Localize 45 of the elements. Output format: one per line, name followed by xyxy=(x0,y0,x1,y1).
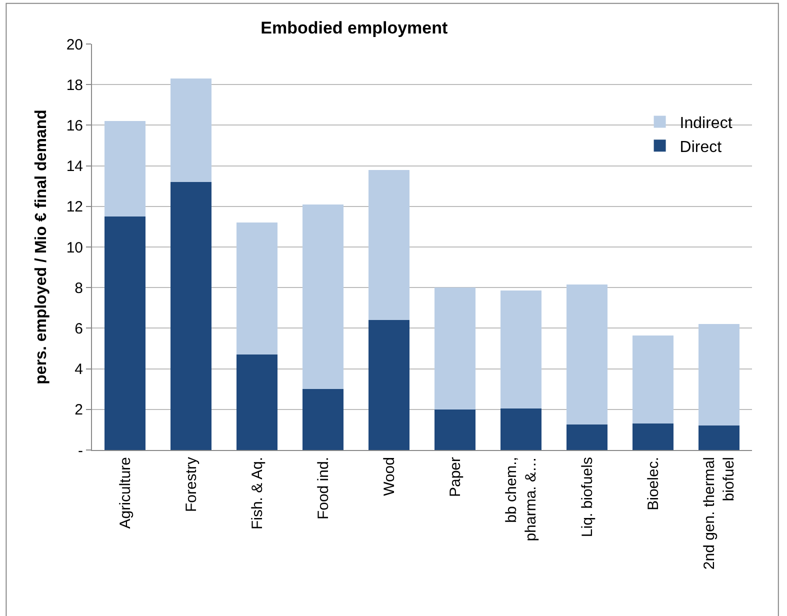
x-tick-label: Wood xyxy=(380,457,398,496)
y-tick-label: 20 xyxy=(66,36,83,54)
y-tick-label: 2 xyxy=(74,402,83,419)
bar xyxy=(632,335,674,424)
bar xyxy=(302,389,344,450)
x-tick-label: Forestry xyxy=(182,456,200,512)
y-tick-label: 18 xyxy=(66,76,83,94)
y-tick-label: 10 xyxy=(66,239,83,256)
y-tick-label: 16 xyxy=(66,117,83,134)
bar xyxy=(566,424,608,450)
bar xyxy=(170,78,212,182)
x-tick-label: bb chem., pharma. &… xyxy=(503,457,540,542)
bar xyxy=(698,324,740,426)
bar xyxy=(368,320,410,450)
x-tick-label: Food ind. xyxy=(314,457,332,520)
x-tick-label: Fish. & Aq. xyxy=(248,457,266,530)
x-tick-label: Paper xyxy=(446,457,464,498)
bar xyxy=(500,408,542,450)
bar xyxy=(434,409,476,450)
chart-title: Embodied employment xyxy=(260,18,448,38)
x-tick-label: 2nd gen. thermal biofuel xyxy=(701,457,738,570)
x-tick-label: Liq. biofuels xyxy=(578,457,596,538)
y-tick-label: 14 xyxy=(66,158,83,176)
bar xyxy=(698,426,740,450)
bar xyxy=(170,182,212,450)
bar xyxy=(236,222,278,355)
y-tick-label: - xyxy=(78,442,83,460)
x-tick-label: Agriculture xyxy=(116,457,134,529)
bar xyxy=(632,424,674,450)
bar xyxy=(302,204,344,390)
y-tick-label: 6 xyxy=(74,320,83,338)
y-tick-label: 8 xyxy=(74,280,83,297)
bar xyxy=(236,354,278,450)
bar xyxy=(434,288,476,410)
bar xyxy=(104,216,146,450)
bar xyxy=(500,290,542,408)
y-tick-label: 4 xyxy=(74,361,83,378)
legend-label: Direct xyxy=(680,138,722,156)
bar xyxy=(566,284,608,425)
y-tick-label: 12 xyxy=(66,198,83,216)
y-axis-title: pers. employed / Mio € final demand xyxy=(33,110,50,384)
bar xyxy=(104,121,146,217)
x-tick-label: Bioelec. xyxy=(644,457,662,510)
legend-label: Indirect xyxy=(680,115,733,132)
bar xyxy=(368,170,410,320)
